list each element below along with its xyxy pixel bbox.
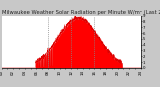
Text: Milwaukee Weather Solar Radiation per Minute W/m² (Last 24 Hours): Milwaukee Weather Solar Radiation per Mi… <box>2 10 160 15</box>
